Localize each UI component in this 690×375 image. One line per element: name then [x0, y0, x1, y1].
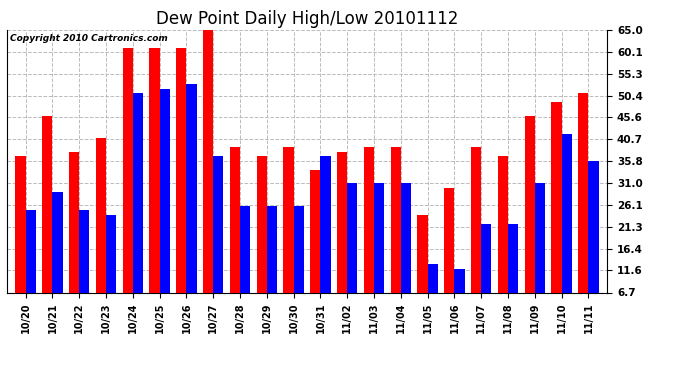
Bar: [562, 134, 572, 322]
Bar: [150, 48, 159, 322]
Bar: [455, 268, 464, 322]
Bar: [257, 156, 267, 322]
Bar: [508, 224, 518, 322]
Bar: [401, 183, 411, 322]
Bar: [578, 93, 589, 322]
Bar: [26, 210, 36, 322]
Title: Dew Point Daily High/Low 20101112: Dew Point Daily High/Low 20101112: [156, 10, 458, 28]
Bar: [186, 84, 197, 322]
Bar: [133, 93, 143, 322]
Bar: [428, 264, 438, 322]
Bar: [320, 156, 331, 322]
Bar: [240, 206, 250, 322]
Bar: [498, 156, 508, 322]
Bar: [551, 102, 562, 322]
Bar: [213, 156, 224, 322]
Bar: [69, 152, 79, 322]
Bar: [123, 48, 133, 322]
Bar: [203, 30, 213, 322]
Bar: [106, 214, 116, 322]
Bar: [294, 206, 304, 322]
Bar: [524, 116, 535, 322]
Bar: [15, 156, 26, 322]
Bar: [159, 88, 170, 322]
Bar: [176, 48, 186, 322]
Bar: [391, 147, 401, 322]
Bar: [364, 147, 374, 322]
Text: Copyright 2010 Cartronics.com: Copyright 2010 Cartronics.com: [10, 34, 168, 43]
Bar: [79, 210, 90, 322]
Bar: [471, 147, 481, 322]
Bar: [535, 183, 545, 322]
Bar: [42, 116, 52, 322]
Bar: [337, 152, 347, 322]
Bar: [267, 206, 277, 322]
Bar: [589, 160, 599, 322]
Bar: [444, 188, 455, 322]
Bar: [347, 183, 357, 322]
Bar: [230, 147, 240, 322]
Bar: [417, 214, 428, 322]
Bar: [96, 138, 106, 322]
Bar: [284, 147, 294, 322]
Bar: [481, 224, 491, 322]
Bar: [52, 192, 63, 322]
Bar: [310, 170, 320, 322]
Bar: [374, 183, 384, 322]
